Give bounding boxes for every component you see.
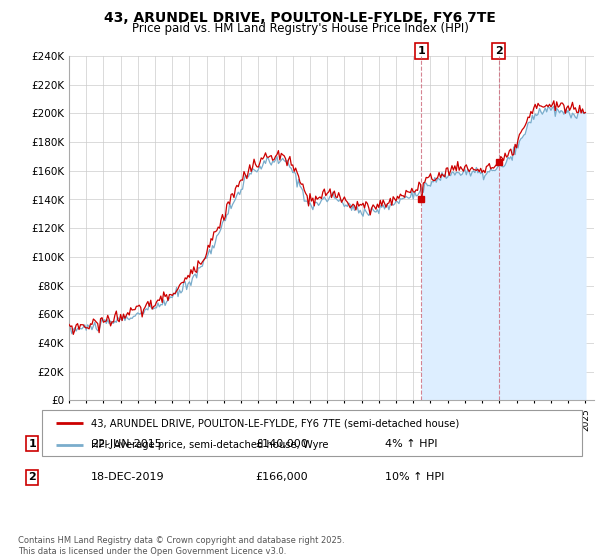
Text: £166,000: £166,000 — [255, 473, 308, 482]
Text: £140,000: £140,000 — [255, 439, 308, 449]
Text: Contains HM Land Registry data © Crown copyright and database right 2025.
This d: Contains HM Land Registry data © Crown c… — [18, 536, 344, 556]
Text: 2: 2 — [28, 473, 36, 482]
Text: 43, ARUNDEL DRIVE, POULTON-LE-FYLDE, FY6 7TE: 43, ARUNDEL DRIVE, POULTON-LE-FYLDE, FY6… — [104, 11, 496, 25]
Text: 1: 1 — [28, 439, 36, 449]
Text: Price paid vs. HM Land Registry's House Price Index (HPI): Price paid vs. HM Land Registry's House … — [131, 22, 469, 35]
Text: 18-DEC-2019: 18-DEC-2019 — [91, 473, 165, 482]
Text: 22-JUN-2015: 22-JUN-2015 — [91, 439, 162, 449]
Text: 4% ↑ HPI: 4% ↑ HPI — [385, 439, 437, 449]
Text: 2: 2 — [495, 46, 503, 56]
Text: 10% ↑ HPI: 10% ↑ HPI — [385, 473, 444, 482]
Text: HPI: Average price, semi-detached house, Wyre: HPI: Average price, semi-detached house,… — [91, 440, 328, 450]
Text: 1: 1 — [418, 46, 425, 56]
Text: 43, ARUNDEL DRIVE, POULTON-LE-FYLDE, FY6 7TE (semi-detached house): 43, ARUNDEL DRIVE, POULTON-LE-FYLDE, FY6… — [91, 418, 459, 428]
FancyBboxPatch shape — [42, 410, 582, 456]
